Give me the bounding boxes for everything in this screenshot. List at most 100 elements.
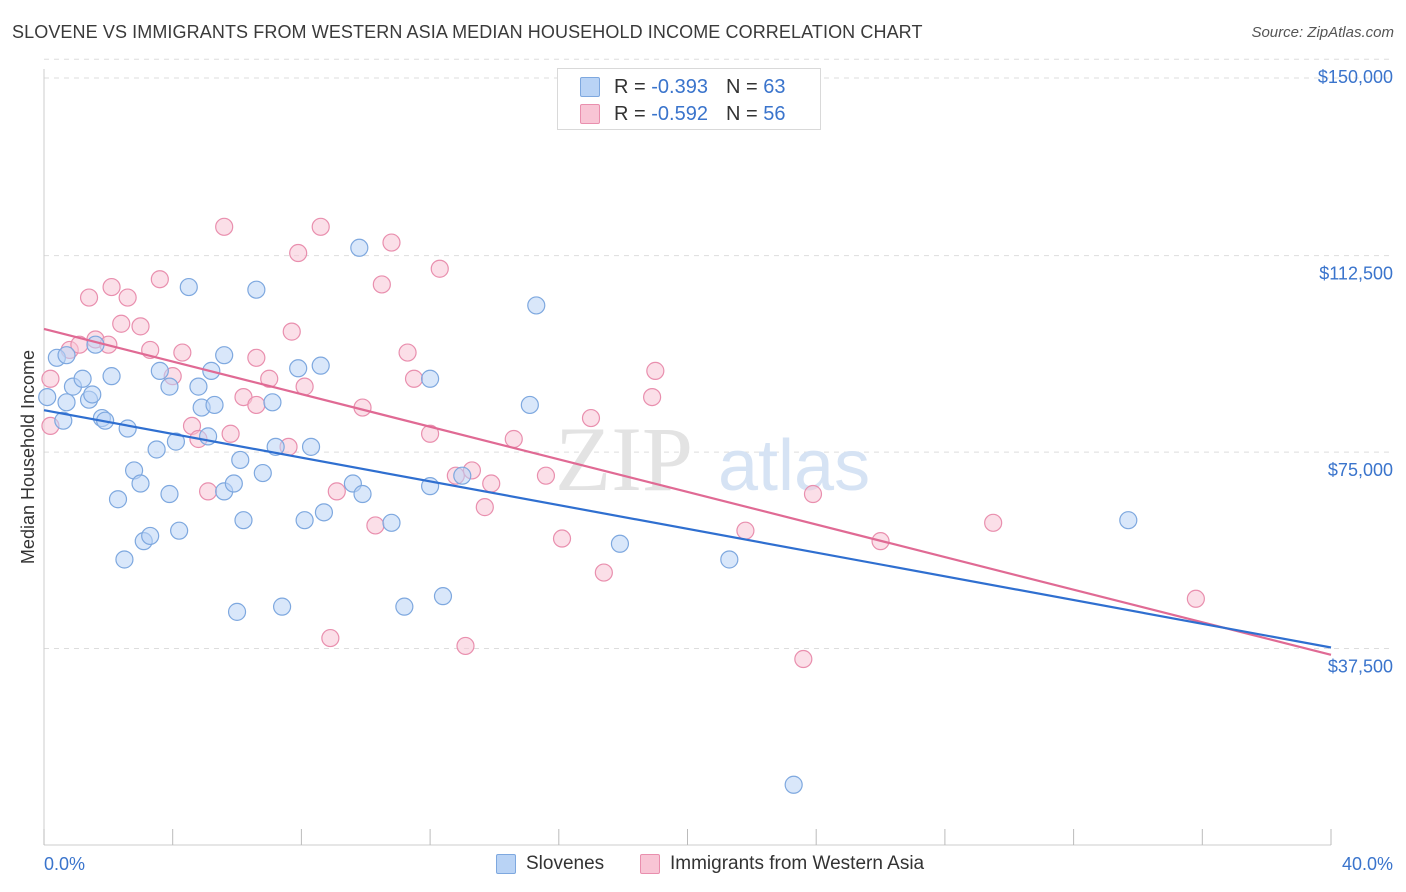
data-point: [353, 484, 372, 504]
data-point: [253, 463, 272, 483]
data-point: [643, 387, 662, 407]
data-point: [224, 474, 243, 493]
data-point: [231, 450, 250, 470]
data-point: [552, 529, 572, 548]
y-axis-title: Median Household Income: [18, 350, 38, 564]
data-point: [984, 513, 1003, 532]
data-point: [581, 408, 601, 428]
data-point: [118, 288, 137, 307]
bottom-legend-label: Slovenes: [526, 853, 605, 874]
data-point: [221, 424, 240, 443]
data-point: [160, 484, 179, 504]
y-tick-label: $112,500: [1319, 264, 1393, 284]
data-point: [170, 521, 189, 540]
data-point: [295, 511, 314, 530]
data-point: [173, 343, 192, 362]
data-point: [131, 474, 150, 493]
data-point: [150, 270, 169, 289]
watermark: ZIP atlas: [555, 408, 870, 510]
data-point: [247, 395, 266, 415]
x-max-label: 40.0%: [1342, 854, 1393, 874]
watermark-atlas: atlas: [718, 426, 870, 506]
x-ticks: [43, 829, 1332, 845]
data-point: [247, 348, 266, 367]
data-point: [189, 377, 208, 396]
legend-n-value: 56: [763, 102, 786, 125]
data-point: [404, 369, 424, 388]
y-tick-label: $37,500: [1328, 657, 1393, 677]
bottom-legend-label: Immigrants from Western Asia: [670, 853, 925, 874]
data-point: [475, 498, 494, 517]
data-point: [215, 217, 234, 236]
data-point: [147, 440, 166, 459]
data-point: [433, 587, 453, 606]
data-point: [102, 367, 121, 386]
data-point: [314, 503, 334, 522]
legend-r-value: -0.393: [651, 75, 708, 98]
y-tick-label: $75,000: [1328, 460, 1393, 480]
data-point: [366, 516, 385, 535]
data-point: [1186, 589, 1205, 608]
data-point: [112, 314, 131, 333]
data-point: [350, 238, 369, 257]
legend-swatch-blue: [580, 77, 600, 97]
data-point: [227, 602, 247, 621]
data-point: [118, 419, 137, 438]
data-point: [179, 277, 198, 297]
data-point: [453, 466, 472, 485]
data-point: [382, 233, 401, 252]
x-min-label: 0.0%: [44, 854, 85, 874]
data-point: [398, 343, 417, 362]
series-slovenes-points: [38, 238, 1138, 794]
data-point: [536, 466, 556, 485]
watermark-zip: ZIP: [555, 408, 693, 510]
bottom-legend-slovenes: Slovenes: [496, 851, 604, 877]
data-point: [504, 429, 523, 449]
gridlines: [44, 58, 1393, 650]
legend-swatch-pink: [580, 104, 600, 124]
data-point: [160, 377, 179, 396]
data-point: [720, 550, 739, 569]
data-point: [382, 513, 401, 532]
trend-lines: [43, 327, 1332, 656]
data-point: [301, 437, 321, 456]
data-point: [321, 628, 340, 648]
data-point: [150, 361, 169, 380]
data-point: [102, 277, 121, 297]
data-point: [41, 369, 60, 388]
data-point: [215, 346, 234, 365]
data-point: [205, 395, 224, 415]
legend-r-value: -0.592: [651, 102, 708, 125]
trend-line-western-asia: [43, 327, 1332, 656]
data-point: [594, 563, 613, 582]
data-point: [482, 474, 501, 493]
data-point: [372, 275, 391, 294]
data-point: [86, 335, 105, 354]
data-point: [803, 484, 823, 504]
chart-title: SLOVENE VS IMMIGRANTS FROM WESTERN ASIA …: [12, 22, 923, 42]
data-point: [289, 359, 308, 378]
data-point: [57, 393, 76, 412]
data-point: [736, 521, 755, 540]
legend-r-label: R =: [614, 75, 646, 98]
data-point: [131, 317, 150, 336]
legend-r-label: R =: [614, 102, 646, 125]
y-tick-labels: $37,500 $75,000 $112,500 $150,000: [1318, 67, 1393, 676]
data-point: [260, 369, 279, 388]
data-point: [289, 243, 308, 263]
legend-n-label: N =: [725, 75, 758, 98]
legend-row-slovenes: R = -0.393 N = 63: [580, 75, 785, 99]
data-point: [73, 369, 92, 388]
data-point: [1119, 511, 1138, 530]
data-point: [421, 424, 440, 443]
data-point: [141, 526, 160, 546]
data-point: [311, 217, 330, 236]
data-point: [395, 597, 414, 616]
source-label: Source: ZipAtlas.com: [1251, 24, 1394, 41]
data-point: [263, 393, 282, 412]
data-point: [784, 775, 803, 794]
bottom-swatch-blue: [496, 854, 516, 874]
legend-n-label: N =: [725, 102, 758, 125]
data-point: [54, 411, 73, 430]
